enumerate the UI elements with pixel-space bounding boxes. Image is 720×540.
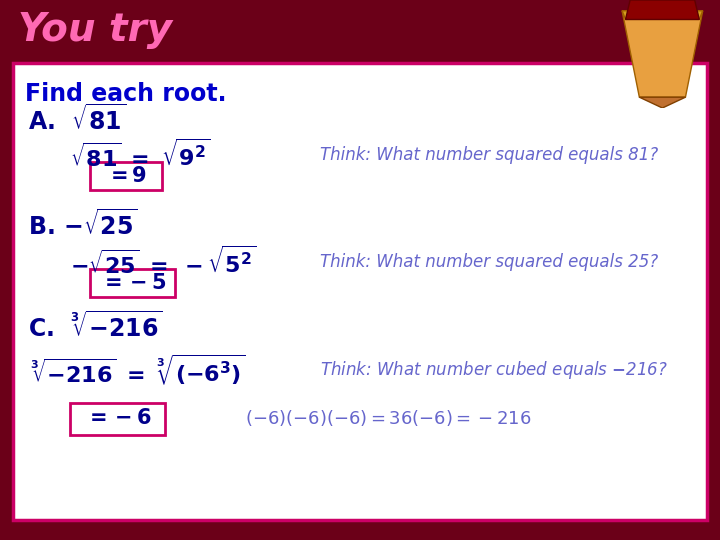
Text: $(-6)(-6)(-6) = 36(-6) = -216$: $(-6)(-6)(-6) = 36(-6) = -216$ <box>245 408 531 428</box>
Text: $\mathbf{-\sqrt{25}\ =\ -\sqrt{5^2}}$: $\mathbf{-\sqrt{25}\ =\ -\sqrt{5^2}}$ <box>70 246 256 278</box>
Text: A.  $\mathbf{\sqrt{81}}$: A. $\mathbf{\sqrt{81}}$ <box>28 105 126 135</box>
Text: Find each root.: Find each root. <box>25 82 227 106</box>
Polygon shape <box>626 0 699 19</box>
Polygon shape <box>639 97 685 108</box>
Text: $\mathbf{\sqrt{81}\ =\ \sqrt{9^2}}$: $\mathbf{\sqrt{81}\ =\ \sqrt{9^2}}$ <box>70 139 210 171</box>
Text: $\mathbf{\sqrt[3]{-216}\ =\ \sqrt[3]{(-6^3)}}$: $\mathbf{\sqrt[3]{-216}\ =\ \sqrt[3]{(-6… <box>30 353 246 387</box>
Bar <box>13 63 707 520</box>
Text: Think: What number cubed equals $\mathbf{-}$216?: Think: What number cubed equals $\mathbf… <box>320 359 668 381</box>
Bar <box>90 162 162 190</box>
Text: B. $\mathbf{-\sqrt{25}}$: B. $\mathbf{-\sqrt{25}}$ <box>28 210 138 240</box>
Text: $\mathbf{= -5}$: $\mathbf{= -5}$ <box>100 273 166 293</box>
Polygon shape <box>622 11 703 97</box>
Text: C.  $\mathbf{\sqrt[3]{-216}}$: C. $\mathbf{\sqrt[3]{-216}}$ <box>28 312 163 342</box>
Text: $\mathbf{= 9}$: $\mathbf{= 9}$ <box>106 166 146 186</box>
Polygon shape <box>622 11 703 19</box>
Bar <box>90 269 175 297</box>
Text: Think: What number squared equals 81?: Think: What number squared equals 81? <box>320 146 658 164</box>
Text: You try: You try <box>18 11 172 49</box>
Text: $\mathbf{= -6}$: $\mathbf{= -6}$ <box>85 408 151 428</box>
Bar <box>70 403 165 435</box>
Text: Think: What number squared equals 25?: Think: What number squared equals 25? <box>320 253 658 271</box>
